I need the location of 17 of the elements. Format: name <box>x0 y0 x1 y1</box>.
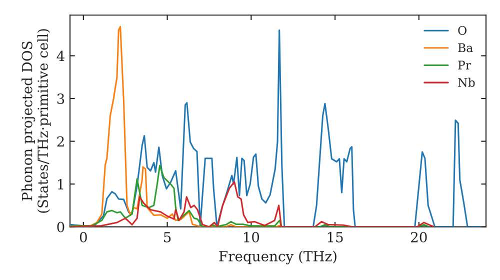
y-tick-label: 3 <box>57 93 64 104</box>
y-tick-label: 2 <box>57 136 64 147</box>
legend-label: Ba <box>458 43 473 52</box>
legend-label: Nb <box>458 78 475 87</box>
y-tick-label: 1 <box>58 179 64 190</box>
x-tick-label: 10 <box>244 232 260 242</box>
y-axis-title: Phonon projected DOS (States/THz·primitive cell) <box>22 29 51 213</box>
y-tick-label: 0 <box>57 222 64 232</box>
x-axis-title: Frequency (THz) <box>219 250 336 264</box>
x-tick-label: 5 <box>164 232 171 242</box>
y-tick-label: 4 <box>56 50 64 62</box>
x-tick-label: 0 <box>80 232 87 242</box>
line-series <box>70 181 435 227</box>
legend-label: O <box>458 26 467 35</box>
x-tick-label: 15 <box>328 232 343 242</box>
legend-label: Pr <box>458 60 472 70</box>
x-tick-label: 20 <box>411 232 427 242</box>
